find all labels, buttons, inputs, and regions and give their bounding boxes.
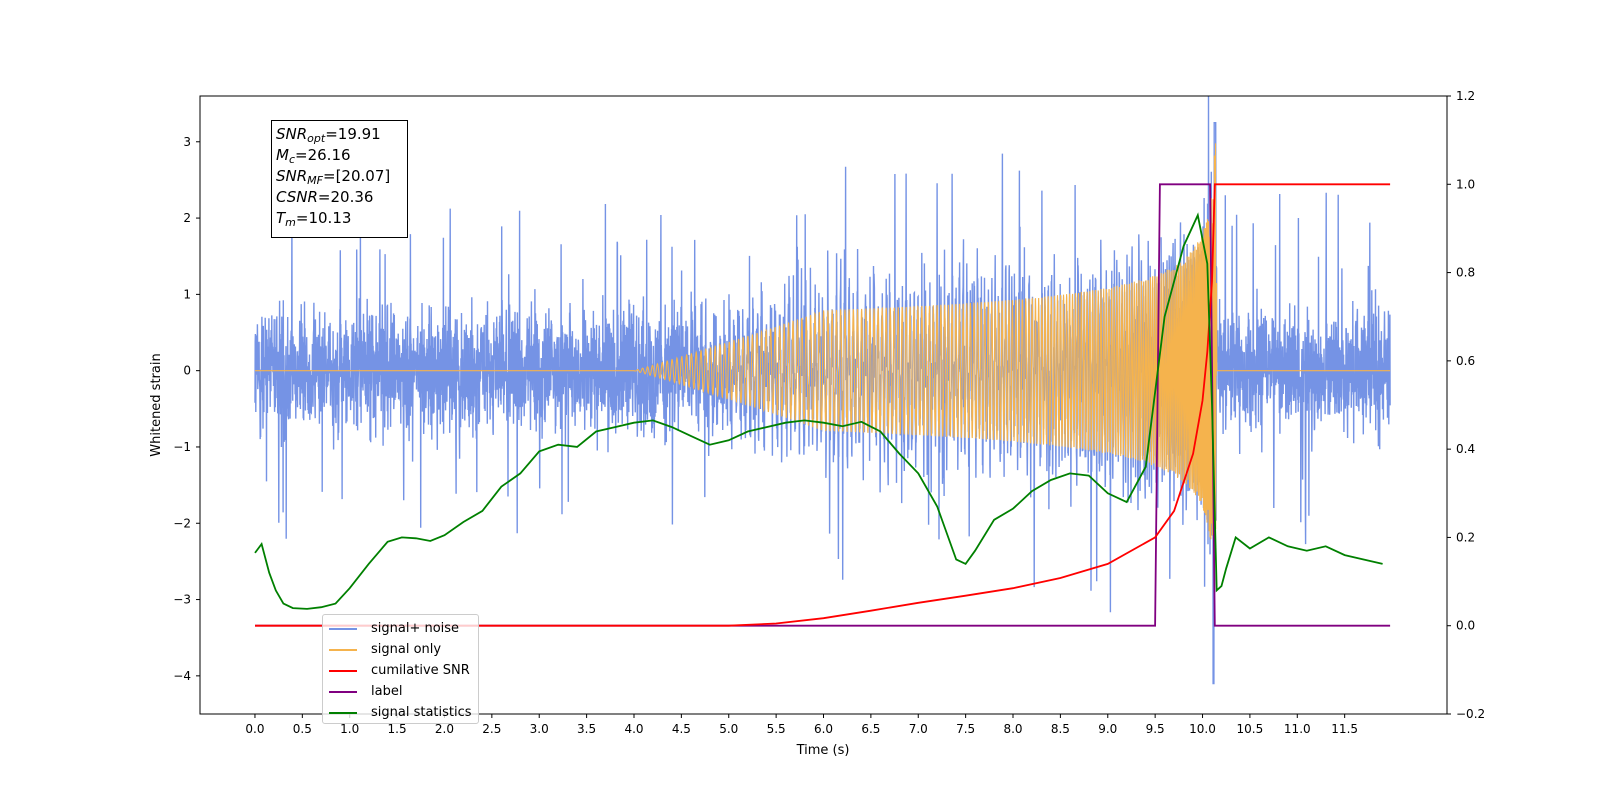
stats-value: =26.16 xyxy=(295,146,351,164)
stats-value: =[20.07] xyxy=(323,167,391,185)
y-tick-label: 2 xyxy=(183,211,191,225)
legend-item: signal only xyxy=(329,639,472,660)
x-axis-label: Time (s) xyxy=(796,743,850,758)
y2-tick-label: 0.8 xyxy=(1456,266,1475,280)
x-tick-label: 8.5 xyxy=(1051,722,1070,736)
legend-label: label xyxy=(371,684,403,699)
stats-line: SNRMF=[20.07] xyxy=(276,166,403,187)
stats-line: SNRopt=19.91 xyxy=(276,124,403,145)
y-tick-label: 3 xyxy=(183,135,191,149)
legend-label: cumilative SNR xyxy=(371,663,470,678)
y-axis-label: Whitened strain xyxy=(149,353,164,456)
y-tick-label: −2 xyxy=(173,516,191,530)
x-tick-label: 5.5 xyxy=(767,722,786,736)
series-cumulative-snr xyxy=(255,183,1391,627)
y2-tick-label: 1.0 xyxy=(1456,177,1475,191)
x-tick-label: 0.0 xyxy=(245,722,264,736)
stats-value: =10.13 xyxy=(295,209,352,227)
plot-area xyxy=(254,96,1391,685)
y-tick-label: −4 xyxy=(173,669,191,683)
y2-tick-label: 0.2 xyxy=(1456,530,1475,544)
x-tick-label: 11.0 xyxy=(1284,722,1311,736)
stats-subscript: MF xyxy=(307,174,323,187)
x-tick-label: 4.0 xyxy=(624,722,643,736)
legend-item: label xyxy=(329,681,472,702)
x-tick-label: 5.0 xyxy=(719,722,738,736)
legend-swatch xyxy=(329,711,357,714)
x-axis: 0.0 0.5 1.0 1.5 2.0 2.5 3.0 3.5 4.0 4.5 5.0 5.5 6.0 6… xyxy=(245,714,1358,736)
x-tick-label: 9.0 xyxy=(1098,722,1117,736)
x-tick-label: 7.0 xyxy=(909,722,928,736)
y-tick-label: 1 xyxy=(183,287,191,301)
x-tick-label: 7.5 xyxy=(956,722,975,736)
stats-variable: M xyxy=(276,146,289,164)
x-tick-label: 8.0 xyxy=(1003,722,1022,736)
stats-subscript: m xyxy=(285,216,296,229)
stats-subscript: opt xyxy=(307,132,326,145)
stats-variable: CSNR xyxy=(276,188,318,206)
series-signal-only xyxy=(255,143,1391,553)
legend-label: signal only xyxy=(371,642,442,657)
x-tick-label: 1.0 xyxy=(340,722,359,736)
x-tick-label: 6.0 xyxy=(814,722,833,736)
y2-tick-label: 0.4 xyxy=(1456,442,1475,456)
stats-variable: SNR xyxy=(276,167,308,185)
stats-annotation-box: SNRopt=19.91 Mc=26.16 SNRMF=[20.07] CSNR=20… xyxy=(271,120,408,238)
legend-swatch xyxy=(329,648,357,651)
y-axis-left: 3 2 1 0 −1 −2 −3 −4 xyxy=(173,135,200,683)
x-tick-label: 2.0 xyxy=(435,722,454,736)
legend-swatch xyxy=(329,690,357,693)
y2-tick-label: 0.6 xyxy=(1456,354,1475,368)
stats-line: Tm=10.13 xyxy=(276,208,403,229)
stats-variable: SNR xyxy=(276,125,308,143)
stats-line: CSNR=20.36 xyxy=(276,187,403,208)
legend-swatch xyxy=(329,627,357,630)
stats-value: =20.36 xyxy=(317,188,374,206)
series-signal-statistics xyxy=(254,212,1383,610)
x-tick-label: 0.5 xyxy=(293,722,312,736)
stats-value: =19.91 xyxy=(325,125,381,143)
legend-label: signal statistics xyxy=(371,705,472,720)
x-tick-label: 11.5 xyxy=(1331,722,1358,736)
y-tick-label: −1 xyxy=(173,440,191,454)
y2-tick-label: 0.0 xyxy=(1456,619,1475,633)
stats-variable: T xyxy=(276,209,286,227)
legend: signal+ noise signal only cumilative SNR la… xyxy=(322,614,479,724)
legend-item: signal+ noise xyxy=(329,618,472,639)
y2-tick-label: 1.2 xyxy=(1456,89,1475,103)
stats-line: Mc=26.16 xyxy=(276,145,403,166)
legend-item: cumilative SNR xyxy=(329,660,472,681)
x-tick-label: 2.5 xyxy=(482,722,501,736)
x-tick-label: 10.0 xyxy=(1189,722,1216,736)
y2-tick-label: −0.2 xyxy=(1456,707,1485,721)
y-tick-label: −3 xyxy=(173,593,191,607)
x-tick-label: 3.0 xyxy=(530,722,549,736)
legend-item: signal statistics xyxy=(329,702,472,723)
legend-swatch xyxy=(329,669,357,672)
x-tick-label: 9.5 xyxy=(1146,722,1165,736)
stats-subscript: c xyxy=(288,153,296,166)
x-tick-label: 3.5 xyxy=(577,722,596,736)
y-axis-right: 1.2 1.0 0.8 0.6 0.4 0.2 0.0 −0.2 xyxy=(1447,89,1485,721)
x-tick-label: 1.5 xyxy=(388,722,407,736)
x-tick-label: 10.5 xyxy=(1237,722,1264,736)
legend-label: signal+ noise xyxy=(371,621,460,636)
x-tick-label: 6.5 xyxy=(861,722,880,736)
y-tick-label: 0 xyxy=(183,364,191,378)
series-label xyxy=(255,183,1391,627)
x-tick-label: 4.5 xyxy=(672,722,691,736)
